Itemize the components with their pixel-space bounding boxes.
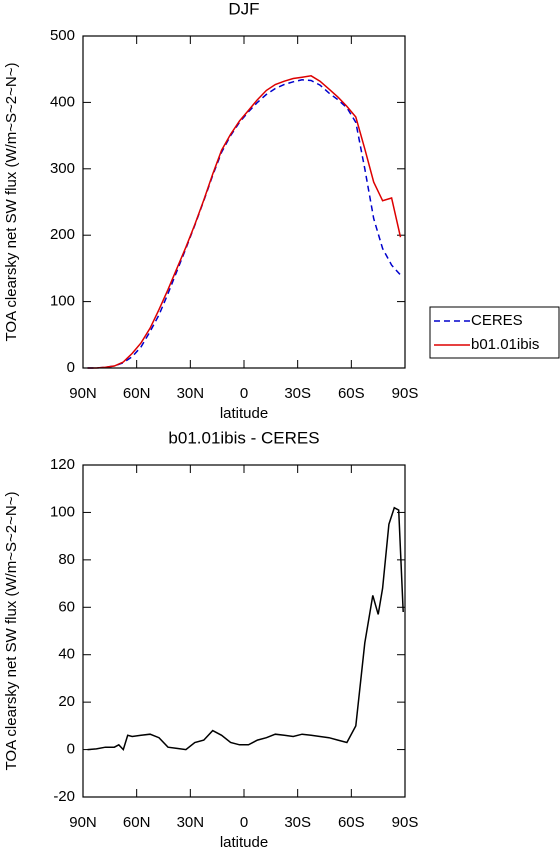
x-tick-label: 30N — [177, 385, 205, 402]
x-tick-label: 90N — [69, 814, 97, 831]
y-tick-label: 0 — [67, 741, 75, 758]
y-tick-label: 100 — [50, 293, 75, 310]
chart-title: b01.01ibis - CERES — [168, 428, 319, 447]
x-tick-label: 0 — [240, 385, 248, 402]
y-tick-label: 40 — [58, 646, 75, 663]
y-tick-label: 120 — [50, 456, 75, 473]
x-tick-label: 60N — [123, 814, 151, 831]
data-line — [87, 506, 404, 752]
x-axis-label: latitude — [220, 405, 268, 422]
plot-frame — [82, 464, 406, 798]
data-line — [87, 79, 402, 369]
y-tick-label: 100 — [50, 503, 75, 520]
x-tick-label: 60S — [338, 385, 365, 402]
y-tick-label: 500 — [50, 27, 75, 44]
data-line — [87, 75, 402, 369]
legend-box — [429, 306, 560, 359]
y-tick-label: 60 — [58, 598, 75, 615]
x-tick-label: 90S — [392, 385, 419, 402]
x-tick-label: 0 — [240, 814, 248, 831]
x-axis-label: latitude — [220, 834, 268, 851]
plot-frame — [82, 35, 406, 369]
y-tick-label: 0 — [67, 359, 75, 376]
x-tick-label: 60N — [123, 385, 151, 402]
x-tick-label: 90S — [392, 814, 419, 831]
x-tick-label: 30N — [177, 814, 205, 831]
y-axis-label: TOA clearsky net SW flux (W/m~S~2~N~) — [3, 492, 20, 771]
y-tick-label: 200 — [50, 226, 75, 243]
y-tick-label: 400 — [50, 93, 75, 110]
x-tick-label: 60S — [338, 814, 365, 831]
y-axis-label: TOA clearsky net SW flux (W/m~S~2~N~) — [3, 63, 20, 342]
x-tick-label: 30S — [284, 814, 311, 831]
legend-label: CERES — [471, 312, 523, 329]
y-tick-label: 20 — [58, 693, 75, 710]
chart-title: DJF — [228, 0, 259, 18]
y-tick-label: -20 — [53, 788, 75, 805]
x-tick-label: 30S — [284, 385, 311, 402]
x-tick-label: 90N — [69, 385, 97, 402]
y-tick-label: 80 — [58, 551, 75, 568]
y-tick-label: 300 — [50, 160, 75, 177]
legend-label: b01.01ibis — [471, 336, 539, 353]
